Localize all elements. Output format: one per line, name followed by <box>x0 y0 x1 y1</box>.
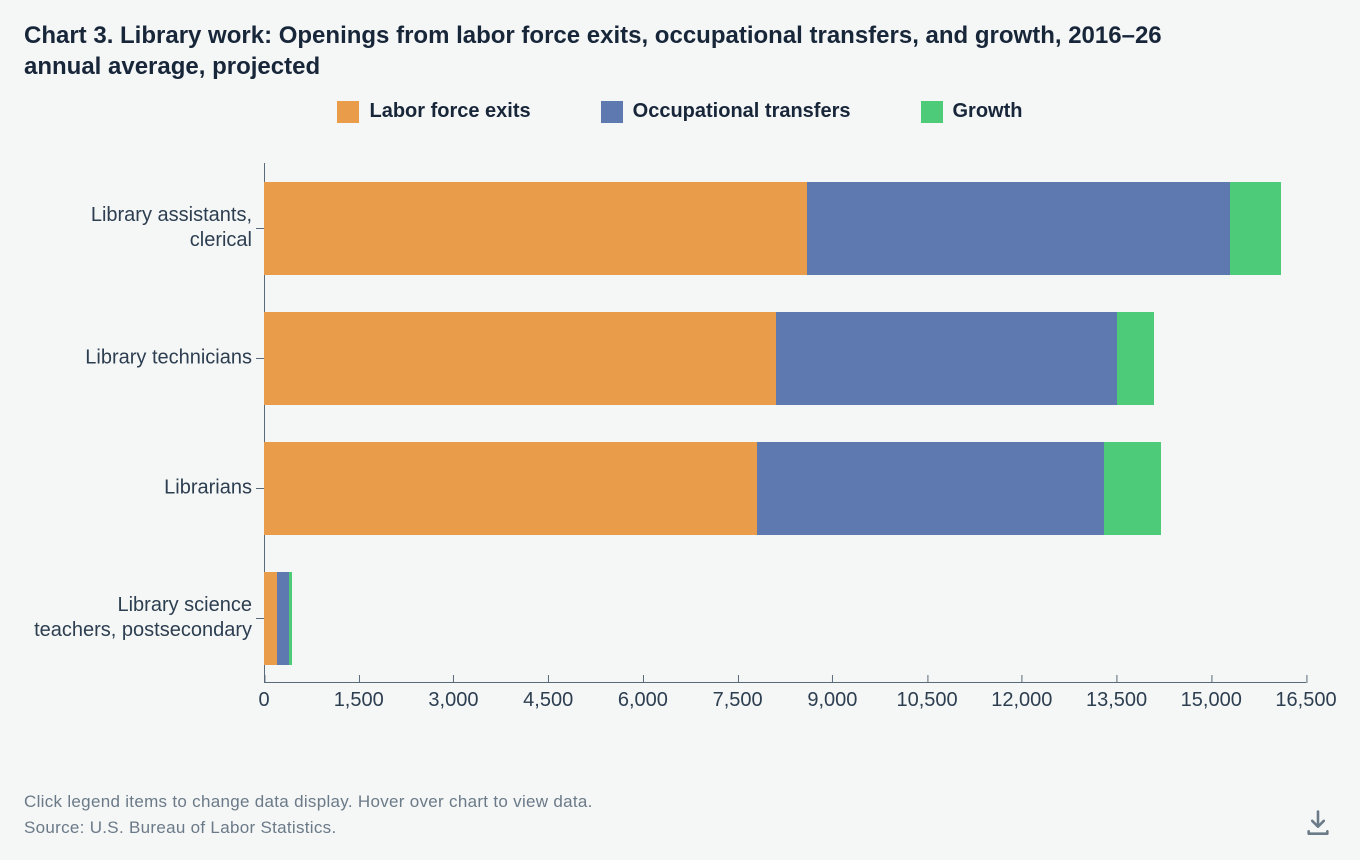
bar-segment-transfers[interactable] <box>807 182 1230 276</box>
x-tick-label: 16,500 <box>1275 689 1336 712</box>
y-label-librarians: Librarians <box>32 476 264 501</box>
x-tick: 15,000 <box>1181 683 1242 712</box>
chart-title: Chart 3. Library work: Openings from lab… <box>24 20 1174 82</box>
x-tick-label: 4,500 <box>523 689 573 712</box>
y-label-technicians: Library technicians <box>32 346 264 371</box>
x-tick: 10,500 <box>896 683 957 712</box>
bar-segment-exits[interactable] <box>264 572 277 666</box>
x-tick: 3,000 <box>428 683 478 712</box>
bar-segment-transfers[interactable] <box>776 312 1117 406</box>
bars-area: Library assistants, clerical Library tech… <box>264 163 1306 683</box>
bar-segment-transfers[interactable] <box>757 442 1104 536</box>
y-label-teachers: Library science teachers, postsecondary <box>32 593 264 643</box>
bar-segment-transfers[interactable] <box>277 572 290 666</box>
footer-source: Source: U.S. Bureau of Labor Statistics. <box>24 815 593 841</box>
bar-segment-exits[interactable] <box>264 182 807 276</box>
x-tick: 6,000 <box>618 683 668 712</box>
bar-segment-exits[interactable] <box>264 312 776 406</box>
bar-segment-growth[interactable] <box>1104 442 1161 536</box>
x-tick-label: 6,000 <box>618 689 668 712</box>
x-tick-label: 13,500 <box>1086 689 1147 712</box>
x-tick-label: 9,000 <box>807 689 857 712</box>
plot-area: Library assistants, clerical Library tech… <box>264 163 1306 723</box>
bar-row-assistants: Library assistants, clerical <box>264 182 1306 276</box>
legend-label-growth: Growth <box>953 100 1023 123</box>
legend-item-transfers[interactable]: Occupational transfers <box>601 100 851 123</box>
bar-row-teachers: Library science teachers, postsecondary <box>264 572 1306 666</box>
footer-hint: Click legend items to change data displa… <box>24 789 593 815</box>
bar-segment-growth[interactable] <box>289 572 292 666</box>
legend-item-growth[interactable]: Growth <box>921 100 1023 123</box>
x-axis: 01,5003,0004,5006,0007,5009,00010,50012,… <box>264 682 1306 723</box>
legend-label-transfers: Occupational transfers <box>633 100 851 123</box>
legend-item-exits[interactable]: Labor force exits <box>337 100 530 123</box>
bar-row-librarians: Librarians <box>264 442 1306 536</box>
chart-footer: Click legend items to change data displa… <box>24 789 593 840</box>
x-tick: 16,500 <box>1275 683 1336 712</box>
x-tick-label: 3,000 <box>428 689 478 712</box>
x-tick-label: 1,500 <box>334 689 384 712</box>
bar-segment-growth[interactable] <box>1230 182 1281 276</box>
x-tick: 7,500 <box>713 683 763 712</box>
x-tick-label: 10,500 <box>896 689 957 712</box>
x-tick: 4,500 <box>523 683 573 712</box>
x-tick-label: 15,000 <box>1181 689 1242 712</box>
chart-container: Chart 3. Library work: Openings from lab… <box>0 0 1360 860</box>
legend-swatch-exits <box>337 101 359 123</box>
x-tick: 1,500 <box>334 683 384 712</box>
legend-swatch-transfers <box>601 101 623 123</box>
legend-swatch-growth <box>921 101 943 123</box>
x-tick-label: 12,000 <box>991 689 1052 712</box>
x-tick-label: 7,500 <box>713 689 763 712</box>
bar-segment-growth[interactable] <box>1117 312 1155 406</box>
x-tick-label: 0 <box>258 689 269 712</box>
y-label-assistants: Library assistants, clerical <box>32 203 264 253</box>
x-tick: 12,000 <box>991 683 1052 712</box>
legend: Labor force exits Occupational transfers G… <box>24 100 1336 123</box>
download-icon[interactable] <box>1304 808 1332 836</box>
bar-row-technicians: Library technicians <box>264 312 1306 406</box>
x-tick: 9,000 <box>807 683 857 712</box>
bar-segment-exits[interactable] <box>264 442 757 536</box>
x-tick: 0 <box>258 683 269 712</box>
legend-label-exits: Labor force exits <box>369 100 530 123</box>
x-tick: 13,500 <box>1086 683 1147 712</box>
